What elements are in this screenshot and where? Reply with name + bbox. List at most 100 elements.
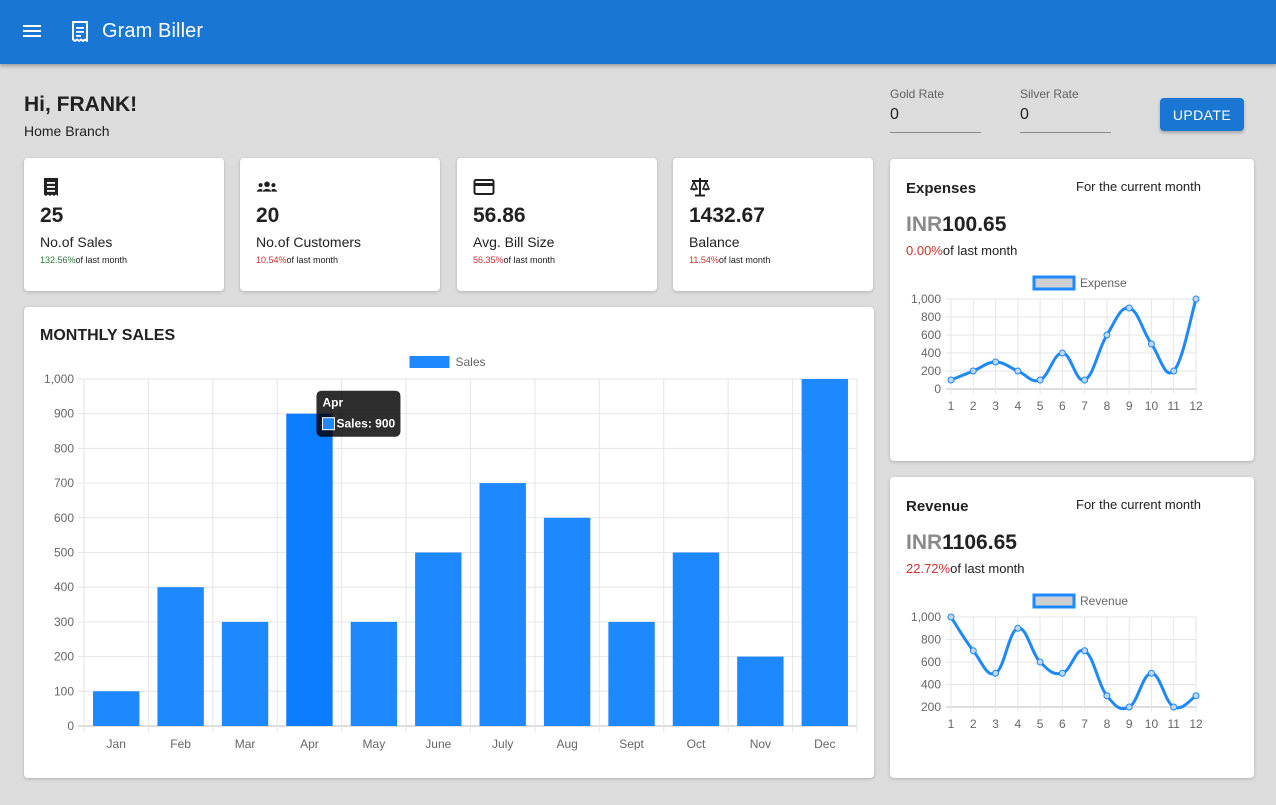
app-title: Gram Biller (102, 20, 204, 42)
x-tick-label: Apr (300, 737, 319, 751)
bar (93, 691, 140, 726)
x-tick-label: 7 (1081, 717, 1088, 731)
gold-rate-field[interactable]: Gold Rate (890, 87, 981, 133)
x-tick-label: Dec (814, 737, 835, 751)
revenue-value: 1106.65 (942, 531, 1017, 554)
y-tick-label: 1,000 (911, 610, 941, 624)
bar (350, 621, 398, 726)
tooltip-box (316, 390, 401, 437)
stat-card-sales: 25 No.of Sales 132.56%of last month (24, 158, 224, 291)
stat-change-suffix: of last month (75, 255, 128, 265)
revenue-period: For the current month (1076, 497, 1201, 512)
revenue-amount: INR1106.65 (906, 531, 1017, 555)
silver-rate-input[interactable] (1020, 106, 1108, 124)
data-point (1014, 367, 1022, 375)
x-tick-label: Feb (170, 737, 191, 751)
x-tick-label: 3 (992, 399, 999, 413)
x-tick-label: 12 (1189, 399, 1203, 413)
x-tick-label: 5 (1037, 717, 1044, 731)
bar (286, 413, 333, 726)
monthly-sales-chart: Sales 0 100 200 300 400 500 600 700 800 900 1,000 Ja… (44, 355, 858, 751)
y-tick-label: 0 (934, 382, 941, 396)
stat-change: 10.54%of last month (256, 255, 338, 265)
data-point (1170, 703, 1178, 711)
x-tick-label: Mar (235, 737, 256, 751)
stat-value: 20 (256, 204, 280, 227)
y-tick-label: 700 (54, 476, 74, 490)
y-tick-label: 1,000 (44, 372, 74, 386)
x-tick-label: 10 (1145, 717, 1159, 731)
data-point (1125, 304, 1133, 312)
x-tick-label: Jan (107, 737, 126, 751)
series-line (949, 616, 1197, 711)
stat-card-bill-size: 56.86 Avg. Bill Size 56.35%of last month (457, 158, 657, 291)
data-point (1036, 376, 1044, 384)
expenses-amount: INR100.65 (906, 213, 1006, 237)
x-tick-label: June (425, 737, 451, 751)
stat-label: No.of Customers (256, 234, 362, 250)
data-point (969, 647, 977, 655)
x-tick-label: Sept (619, 737, 644, 751)
legend-label: Sales (456, 355, 486, 369)
stat-card-balance: 1432.67 Balance 11.54%of last month (673, 158, 873, 291)
data-point (992, 358, 1000, 366)
bar (479, 483, 526, 726)
y-tick-label: 1,000 (911, 292, 941, 306)
bar (543, 517, 591, 726)
update-button[interactable]: UPDATE (1160, 98, 1244, 131)
y-tick-label: 600 (54, 511, 74, 525)
data-point (1147, 340, 1155, 348)
y-tick-label: 400 (921, 346, 941, 360)
stat-value: 1432.67 (689, 204, 765, 227)
silver-rate-field[interactable]: Silver Rate (1020, 87, 1111, 133)
data-point (947, 613, 955, 621)
revenue-currency: INR (906, 531, 943, 554)
x-tick-label: 8 (1104, 717, 1111, 731)
bar (221, 621, 269, 726)
y-tick-label: 500 (54, 546, 74, 560)
expenses-title: Expenses (906, 180, 977, 197)
legend-swatch (1032, 275, 1076, 291)
legend-swatch (1032, 593, 1076, 609)
x-tick-label: Oct (687, 737, 706, 751)
x-tick-label: July (492, 737, 513, 751)
x-tick-label: 5 (1037, 399, 1044, 413)
data-point (947, 376, 955, 384)
bar (672, 552, 720, 726)
expenses-change-pct: 0.00% (906, 243, 943, 258)
x-tick-label: 4 (1014, 717, 1021, 731)
x-tick-label: Nov (750, 737, 771, 751)
x-tick-label: 1 (948, 399, 955, 413)
y-tick-label: 800 (921, 310, 941, 324)
menu-icon[interactable] (20, 22, 44, 42)
tooltip-title: Apr (322, 396, 343, 410)
y-tick-label: 900 (54, 407, 74, 421)
stat-change: 132.56%of last month (40, 255, 127, 265)
bar (415, 552, 462, 726)
x-tick-label: 11 (1167, 399, 1180, 413)
stat-change: 56.35%of last month (473, 255, 555, 265)
data-point (1058, 669, 1066, 677)
x-tick-label: 9 (1126, 399, 1133, 413)
legend-label: Revenue (1080, 594, 1128, 608)
y-tick-label: 400 (54, 580, 74, 594)
stat-value: 25 (40, 204, 64, 227)
revenue-title: Revenue (906, 498, 969, 515)
receipt-logo-icon (72, 21, 88, 42)
stat-label: Avg. Bill Size (473, 234, 555, 250)
data-point (992, 669, 1000, 677)
y-tick-label: 800 (921, 633, 941, 647)
data-point (1058, 349, 1066, 357)
bar (157, 587, 204, 726)
data-point (1103, 331, 1111, 339)
expenses-change: 0.00%of last month (906, 243, 1017, 258)
gold-rate-input[interactable] (890, 106, 978, 124)
expenses-currency: INR (906, 213, 943, 236)
stat-change-pct: 11.54% (689, 255, 719, 265)
data-point (1125, 703, 1133, 711)
revenue-change-suffix: of last month (950, 561, 1025, 576)
app-bar: Gram Biller (0, 0, 1276, 64)
legend-label: Expense (1080, 276, 1127, 290)
monthly-sales-title: MONTHLY SALES (40, 327, 176, 344)
